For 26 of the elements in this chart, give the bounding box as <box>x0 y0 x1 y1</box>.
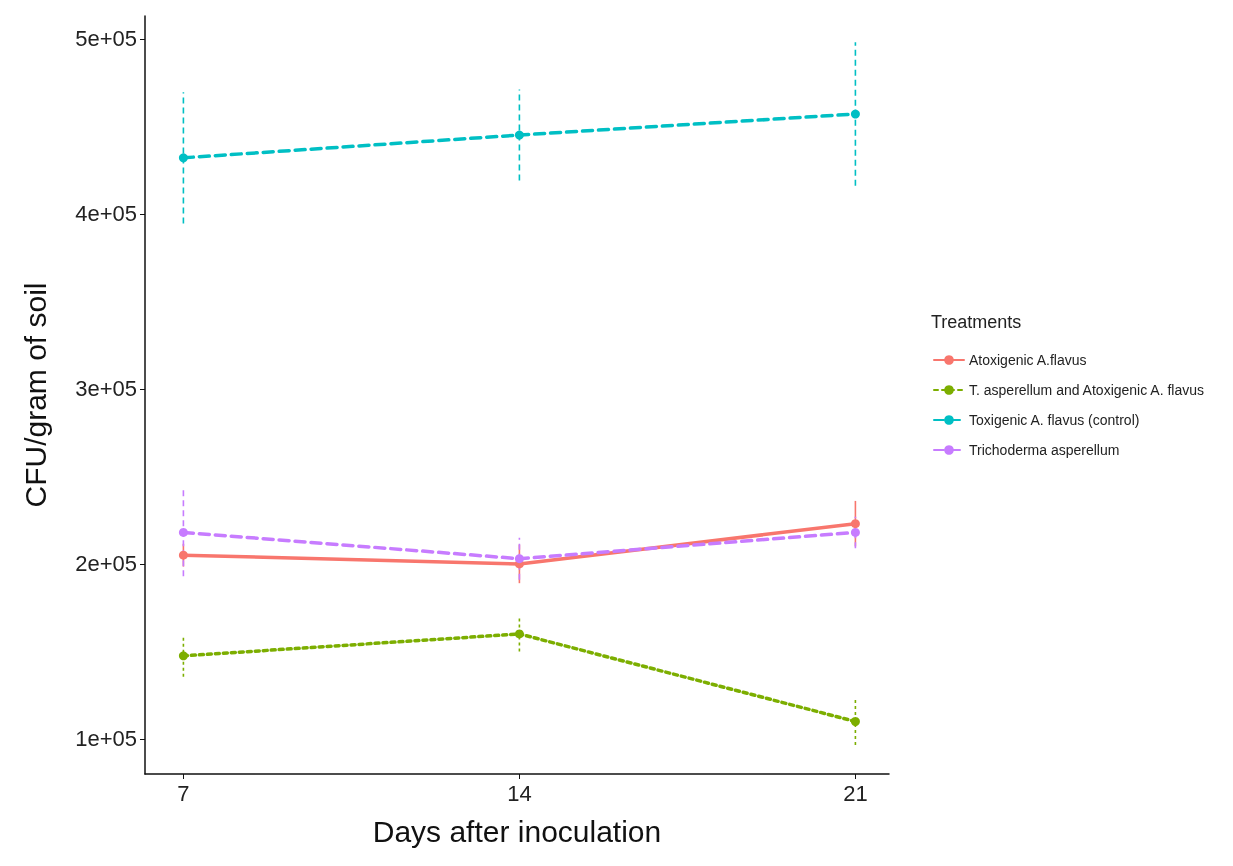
y-axis-title: CFU/gram of soil <box>18 282 52 508</box>
legend-label: Atoxigenic A.flavus <box>969 352 1087 368</box>
point <box>850 527 860 537</box>
point <box>178 651 188 661</box>
legend-label: Trichoderma asperellum <box>969 442 1120 458</box>
point <box>178 153 188 163</box>
x-tick-label: 14 <box>507 780 532 806</box>
point <box>514 554 524 564</box>
point <box>850 716 860 726</box>
point <box>514 629 524 639</box>
point <box>178 527 188 537</box>
y-tick-label: 3e+05 <box>75 376 137 402</box>
point <box>514 130 524 140</box>
point <box>850 519 860 529</box>
point <box>178 550 188 560</box>
x-tick-label: 21 <box>843 780 868 806</box>
legend-label: Toxigenic A. flavus (control) <box>969 412 1140 428</box>
y-tick-label: 4e+05 <box>75 201 137 227</box>
x-axis-title: Days after inoculation <box>372 814 662 848</box>
legend-label: T. asperellum and Atoxigenic A. flavus <box>969 382 1205 398</box>
point <box>850 109 860 119</box>
x-tick-label: 7 <box>177 780 190 806</box>
y-tick-label: 5e+05 <box>75 26 137 52</box>
y-tick-label: 1e+05 <box>75 726 137 752</box>
y-tick-label: 2e+05 <box>75 551 137 577</box>
legend-title: Treatments <box>931 312 1022 332</box>
